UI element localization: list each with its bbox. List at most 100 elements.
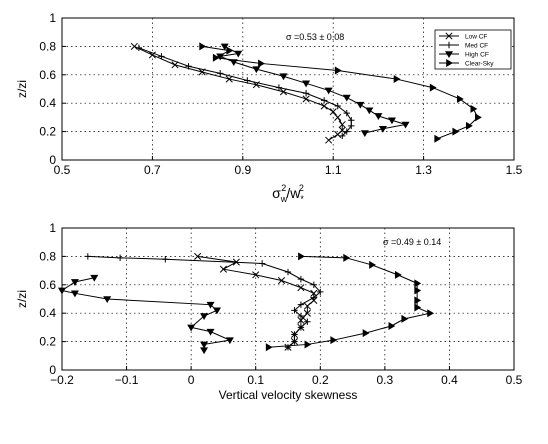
data-point — [212, 53, 220, 62]
x-tick-label: 0.5 — [54, 163, 71, 177]
y-axis-label: z/zi — [15, 80, 29, 98]
chart-panel-2: −0.2 −0.1 0 0.1 0.2 0.3 0.4 0.5 0 0.2 0.4 0.6 0.8 1 z/… — [15, 221, 523, 402]
data-point — [334, 130, 342, 138]
data-point — [470, 104, 478, 113]
data-point — [348, 117, 355, 124]
data-point — [265, 343, 273, 352]
data-point — [275, 84, 283, 91]
x-tick-label: 0.1 — [247, 373, 264, 387]
data-point — [217, 70, 224, 77]
data-point — [374, 113, 383, 120]
data-point — [130, 42, 138, 50]
sigma-annotation: σ =0.49 ± 0.14 — [383, 237, 441, 247]
data-point — [258, 59, 265, 68]
data-point — [329, 108, 337, 116]
plot-frame — [61, 17, 515, 161]
series-low-cf — [130, 42, 346, 144]
data-point — [206, 301, 215, 309]
data-point — [302, 80, 311, 88]
data-point — [187, 324, 196, 332]
x-tick-label: 1.3 — [415, 163, 432, 177]
data-point — [334, 102, 341, 110]
data-point — [200, 347, 209, 355]
sigma-annotation: σ =0.53 ± 0.08 — [286, 32, 344, 42]
y-tick-label: 1 — [49, 11, 56, 25]
data-point — [244, 77, 251, 84]
data-point — [343, 253, 351, 262]
series-line — [87, 255, 321, 348]
legend-label: Low CF — [465, 34, 487, 41]
data-point — [446, 59, 453, 67]
data-point — [220, 43, 229, 51]
legend-item: Low CF — [439, 32, 487, 41]
data-point — [297, 324, 305, 331]
data-point — [302, 90, 310, 97]
data-point — [475, 113, 482, 122]
data-point — [343, 109, 350, 117]
data-point — [452, 127, 460, 136]
data-point — [225, 75, 233, 83]
series-low-cf — [194, 252, 318, 351]
data-point — [216, 53, 225, 61]
data-point — [148, 51, 156, 59]
data-point — [297, 284, 305, 292]
x-tick-label: −0.2 — [50, 373, 74, 387]
x-tick-label: 0 — [188, 373, 195, 387]
y-axis-label: z/zi — [15, 290, 29, 308]
data-point — [226, 46, 234, 55]
data-point — [206, 328, 215, 336]
data-point — [103, 296, 112, 303]
data-point — [194, 252, 202, 260]
data-point — [171, 61, 179, 69]
data-point — [339, 132, 346, 140]
y-tick-label: 0.8 — [39, 249, 56, 263]
data-point — [304, 340, 312, 349]
grid — [62, 18, 514, 160]
data-point — [304, 318, 311, 325]
data-point — [310, 281, 318, 288]
data-point — [466, 121, 473, 130]
series-line — [218, 45, 406, 134]
data-point — [70, 279, 79, 286]
data-point — [387, 117, 396, 125]
y-tick-label: 0.8 — [39, 39, 56, 53]
data-point — [365, 107, 374, 115]
y-tick-label: 1 — [49, 221, 56, 235]
data-point — [277, 276, 286, 285]
y-tick-label: 0.2 — [39, 335, 56, 349]
data-point — [445, 51, 453, 58]
data-point — [291, 307, 298, 314]
data-point — [303, 309, 311, 317]
data-point — [284, 268, 292, 276]
data-point — [393, 75, 401, 84]
data-point — [200, 313, 209, 321]
data-point — [343, 128, 350, 135]
data-point — [252, 271, 260, 279]
x-tick-label: 0.7 — [144, 163, 161, 177]
data-point — [362, 329, 370, 338]
series-high-cf — [58, 274, 234, 355]
data-point — [303, 302, 311, 310]
data-point — [234, 50, 243, 58]
x-axis-label: σw2/w*2 — [272, 183, 304, 204]
data-point — [325, 136, 333, 144]
data-point — [116, 254, 124, 262]
data-point — [348, 122, 355, 130]
data-point — [284, 344, 292, 351]
data-point — [199, 42, 207, 51]
y-tick-label: 0.6 — [39, 278, 56, 292]
data-point — [414, 296, 422, 305]
data-point — [320, 97, 328, 104]
data-point — [279, 88, 288, 96]
y-tick-label: 0 — [49, 153, 56, 167]
x-axis-label: Vertical velocity skewness — [219, 388, 358, 402]
chart-panel-1: 0.5 0.7 0.9 1.1 1.3 1.5 0 0.2 0.4 0.6 0.8 1 z/zi σw2/… — [15, 11, 523, 204]
data-point — [434, 134, 442, 143]
data-point — [414, 279, 422, 288]
data-point — [394, 270, 402, 279]
data-point — [445, 32, 453, 40]
legend-label: High CF — [465, 52, 489, 59]
data-point — [378, 125, 387, 133]
y-tick-label: 0.4 — [39, 96, 56, 110]
data-point — [429, 83, 437, 92]
